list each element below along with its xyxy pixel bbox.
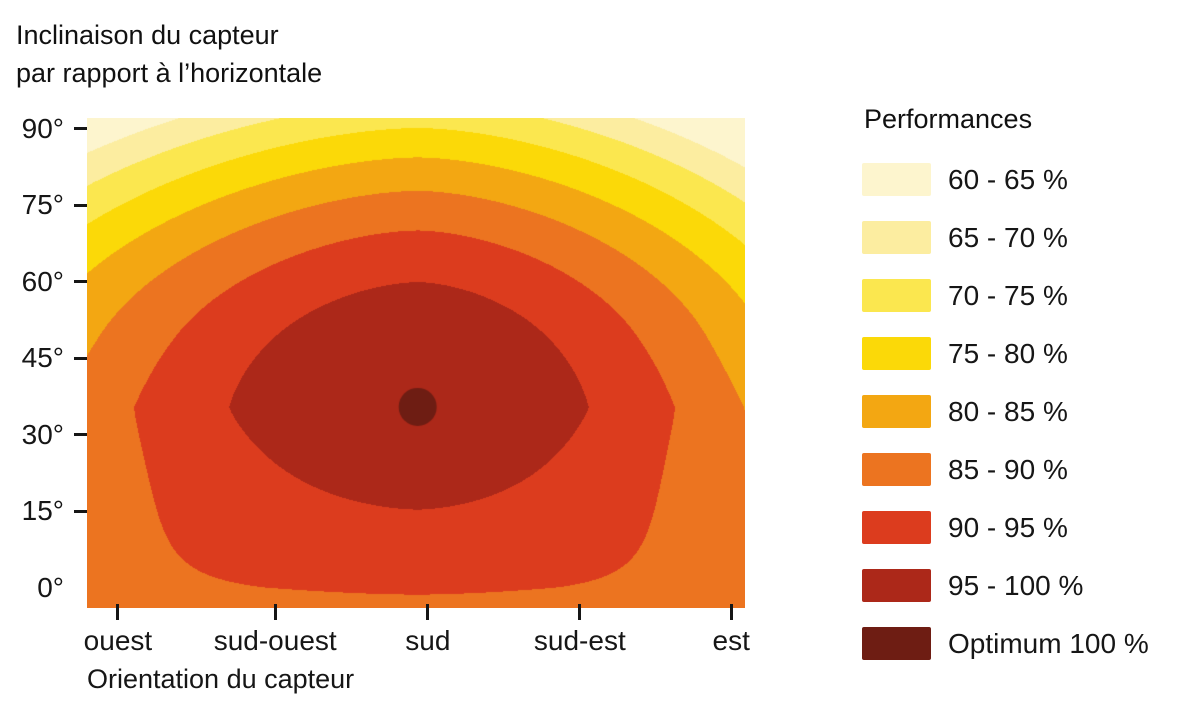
legend-swatch-90-95 — [862, 511, 931, 544]
y-axis-title-line1: Inclinaison du capteur — [16, 20, 279, 50]
legend-swatch-95-100 — [862, 569, 931, 602]
x-axis-title: Orientation du capteur — [87, 664, 355, 694]
y-axis-title: Inclinaison du capteur par rapport à l’h… — [16, 16, 322, 92]
legend: Performances 60 - 65 % 65 - 70 % 70 - 75… — [862, 104, 1149, 660]
x-tick-label-sud: sud — [405, 625, 451, 656]
legend-item-90-95: 90 - 95 % — [862, 511, 1149, 544]
y-tick-mark-90 — [74, 127, 87, 131]
legend-item-95-100: 95 - 100 % — [862, 569, 1149, 602]
contour-canvas — [87, 118, 745, 608]
y-tick-mark-60 — [74, 280, 87, 284]
x-tick-mark-sud — [426, 604, 430, 620]
y-tick-label-0: 0° — [37, 571, 64, 603]
y-tick-mark-45 — [74, 356, 87, 360]
legend-label-75-80: 75 - 80 % — [948, 337, 1068, 369]
legend-item-85-90: 85 - 90 % — [862, 453, 1149, 486]
legend-swatch-85-90 — [862, 453, 931, 486]
legend-swatch-optimum — [862, 627, 931, 660]
legend-item-75-80: 75 - 80 % — [862, 337, 1149, 370]
x-tick-label-est: est — [712, 625, 750, 656]
y-axis-title-line2: par rapport à l’horizontale — [16, 58, 323, 88]
legend-item-60-65: 60 - 65 % — [862, 163, 1149, 196]
y-tick-label-45: 45° — [21, 342, 64, 374]
y-tick-mark-15 — [74, 509, 87, 513]
y-tick-label-75: 75° — [21, 189, 64, 221]
legend-label-90-95: 90 - 95 % — [948, 511, 1068, 543]
legend-label-85-90: 85 - 90 % — [948, 453, 1068, 485]
y-tick-label-60: 60° — [21, 265, 64, 297]
legend-swatch-80-85 — [862, 395, 931, 428]
legend-label-60-65: 60 - 65 % — [948, 163, 1068, 195]
x-tick-label-ouest: ouest — [83, 625, 153, 656]
legend-swatch-70-75 — [862, 279, 931, 312]
legend-rows: 60 - 65 % 65 - 70 % 70 - 75 % 75 - 80 % … — [862, 163, 1149, 660]
legend-label-95-100: 95 - 100 % — [948, 569, 1084, 601]
legend-swatch-60-65 — [862, 163, 931, 196]
x-tick-mark-sudouest — [273, 604, 277, 620]
legend-item-80-85: 80 - 85 % — [862, 395, 1149, 428]
legend-label-80-85: 80 - 85 % — [948, 395, 1068, 427]
legend-label-optimum: Optimum 100 % — [948, 627, 1149, 659]
x-tick-label-sudouest: sud-ouest — [213, 625, 337, 656]
y-tick-label-15: 15° — [21, 495, 64, 527]
y-tick-mark-30 — [74, 433, 87, 437]
x-tick-mark-est — [729, 604, 733, 620]
legend-title: Performances — [864, 104, 1033, 134]
x-tick-mark-sudest — [578, 604, 582, 620]
legend-item-optimum: Optimum 100 % — [862, 627, 1149, 660]
x-tick-mark-ouest — [116, 604, 120, 620]
y-tick-mark-75 — [74, 203, 87, 207]
legend-item-70-75: 70 - 75 % — [862, 279, 1149, 312]
legend-swatch-75-80 — [862, 337, 931, 370]
legend-label-65-70: 65 - 70 % — [948, 221, 1068, 253]
y-tick-label-30: 30° — [21, 418, 64, 450]
x-tick-label-sudest: sud-est — [533, 625, 626, 656]
legend-item-65-70: 65 - 70 % — [862, 221, 1149, 254]
y-tick-label-90: 90° — [21, 112, 64, 144]
legend-swatch-65-70 — [862, 221, 931, 254]
legend-label-70-75: 70 - 75 % — [948, 279, 1068, 311]
